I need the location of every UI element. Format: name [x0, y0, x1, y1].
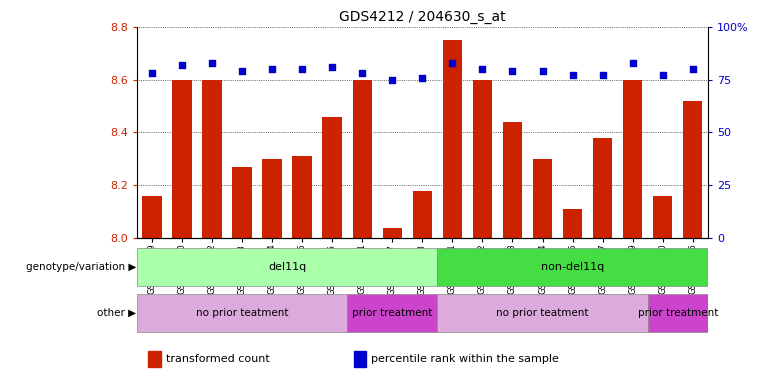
Text: genotype/variation ▶: genotype/variation ▶ — [26, 262, 136, 272]
Point — [657, 73, 669, 79]
Point — [416, 74, 428, 81]
Point — [387, 76, 399, 83]
Bar — [443, 40, 462, 238]
FancyBboxPatch shape — [137, 248, 438, 286]
Point — [266, 66, 279, 72]
Title: GDS4212 / 204630_s_at: GDS4212 / 204630_s_at — [339, 10, 505, 25]
Text: other ▶: other ▶ — [97, 308, 136, 318]
Bar — [683, 101, 702, 238]
Text: del11q: del11q — [268, 262, 306, 272]
Bar — [593, 138, 613, 238]
Text: no prior teatment: no prior teatment — [496, 308, 589, 318]
Bar — [653, 196, 673, 238]
Text: transformed count: transformed count — [165, 354, 269, 364]
Text: prior treatment: prior treatment — [352, 308, 432, 318]
Bar — [533, 159, 552, 238]
Bar — [172, 80, 192, 238]
Point — [206, 60, 218, 66]
Text: prior treatment: prior treatment — [638, 308, 718, 318]
Point — [176, 62, 188, 68]
Bar — [622, 80, 642, 238]
Text: non-del11q: non-del11q — [541, 262, 604, 272]
Bar — [142, 196, 162, 238]
Bar — [148, 351, 161, 367]
Point — [597, 73, 609, 79]
Point — [537, 68, 549, 74]
FancyBboxPatch shape — [648, 294, 708, 332]
Point — [566, 73, 578, 79]
Point — [506, 68, 518, 74]
FancyBboxPatch shape — [438, 294, 648, 332]
Bar — [473, 80, 492, 238]
Point — [146, 70, 158, 76]
Point — [356, 70, 368, 76]
Bar — [383, 228, 402, 238]
Point — [626, 60, 638, 66]
Bar — [563, 209, 582, 238]
Bar — [503, 122, 522, 238]
FancyBboxPatch shape — [137, 294, 347, 332]
Text: no prior teatment: no prior teatment — [196, 308, 288, 318]
Point — [686, 66, 699, 72]
Point — [476, 66, 489, 72]
Text: percentile rank within the sample: percentile rank within the sample — [371, 354, 559, 364]
Bar — [323, 117, 342, 238]
Point — [296, 66, 308, 72]
Bar — [202, 80, 222, 238]
Point — [446, 60, 458, 66]
Bar — [292, 156, 312, 238]
Bar — [263, 159, 282, 238]
Bar — [412, 190, 432, 238]
Bar — [352, 80, 372, 238]
Bar — [232, 167, 252, 238]
Bar — [354, 351, 367, 367]
FancyBboxPatch shape — [438, 248, 708, 286]
Point — [326, 64, 339, 70]
Point — [236, 68, 248, 74]
FancyBboxPatch shape — [347, 294, 438, 332]
